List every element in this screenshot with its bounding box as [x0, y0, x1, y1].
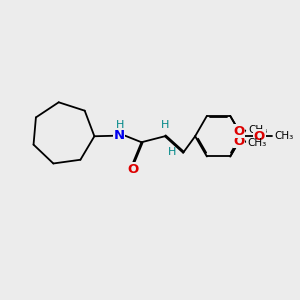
- Text: H: H: [116, 120, 124, 130]
- Text: H: H: [161, 120, 170, 130]
- Text: N: N: [113, 129, 124, 142]
- Text: CH₃: CH₃: [249, 125, 268, 136]
- Text: H: H: [168, 147, 176, 157]
- Text: O: O: [254, 130, 265, 143]
- Text: CH₃: CH₃: [248, 138, 267, 148]
- Text: O: O: [128, 163, 139, 176]
- Text: O: O: [233, 135, 244, 148]
- Text: CH₃: CH₃: [274, 131, 294, 141]
- Text: O: O: [233, 125, 244, 138]
